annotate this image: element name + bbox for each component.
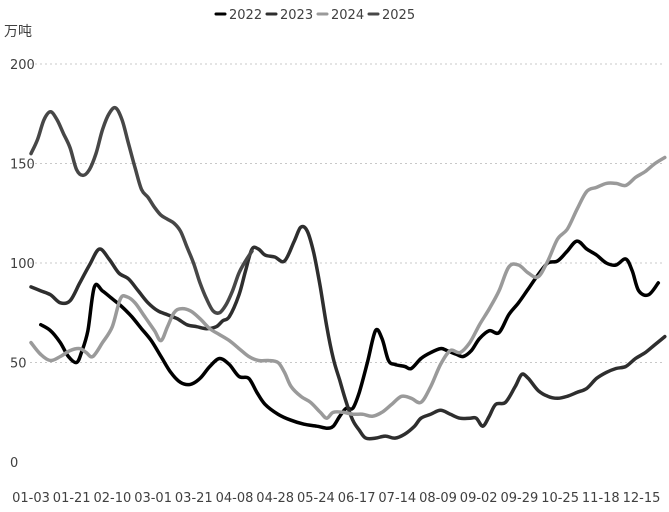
x-tick-label: 07-14 [378,491,416,506]
x-tick-label: 04-08 [216,491,254,506]
legend-label: 2023 [280,8,313,23]
x-tick-label: 09-29 [501,491,539,506]
legend-label: 2024 [331,8,364,23]
x-tick-label: 10-25 [541,491,579,506]
x-tick-label: 08-09 [419,491,457,506]
series-line-2023 [29,224,667,441]
x-tick-label: 09-02 [460,491,498,506]
y-axis-unit-label: 万吨 [4,24,32,40]
x-tick-label: 06-17 [338,491,376,506]
legend-item-2025: 2025 [367,8,415,23]
y-tick-label: 100 [10,257,35,272]
legend-item-2022: 2022 [214,8,262,23]
x-tick-label: 05-24 [297,491,335,506]
y-tick-label: 0 [10,456,18,471]
x-tick-label: 01-21 [53,491,91,506]
gridlines [30,63,665,363]
legend: 2022 2023 2024 2025 [214,8,415,23]
series-lines [29,105,667,441]
legend-label: 2022 [229,8,262,23]
y-tick-label: 200 [10,58,35,73]
legend-label: 2025 [382,8,415,23]
x-axis-ticks: 01-03 01-21 02-10 03-01 03-21 04-08 04-28 05-24… [12,491,660,506]
series-line-2022 [39,239,661,430]
y-axis-ticks: 0 50 100 150 200 [10,58,35,471]
x-tick-label: 11-18 [582,491,620,506]
x-tick-label: 03-01 [134,491,172,506]
y-tick-label: 50 [10,357,27,372]
legend-item-2023: 2023 [265,8,313,23]
x-tick-label: 02-10 [94,491,132,506]
series-line-2025 [29,105,254,315]
x-tick-label: 04-28 [256,491,294,506]
y-tick-label: 150 [10,158,35,173]
x-tick-label: 12-15 [623,491,661,506]
x-tick-label: 03-21 [175,491,213,506]
x-tick-label: 01-03 [12,491,50,506]
legend-item-2024: 2024 [316,8,364,23]
series-line-2024 [29,155,667,420]
